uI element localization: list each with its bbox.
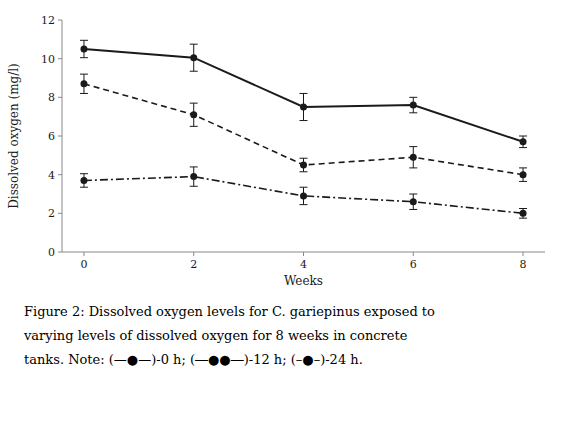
x-tick-label: 0 xyxy=(80,258,87,271)
y-tick-label: 12 xyxy=(41,14,55,27)
caption-line: varying levels of dissolved oxygen for 8… xyxy=(23,328,408,343)
error-bar xyxy=(409,194,417,209)
error-bar xyxy=(190,103,198,126)
error-bar xyxy=(80,174,88,188)
error-bar xyxy=(300,158,308,172)
series-line xyxy=(84,84,523,175)
point xyxy=(520,138,527,145)
point xyxy=(300,162,307,169)
y-tick xyxy=(58,174,62,175)
x-tick xyxy=(413,252,414,256)
y-tick xyxy=(58,136,62,137)
error-bar xyxy=(80,74,88,93)
plot-area xyxy=(80,40,527,218)
error-bar xyxy=(190,167,198,186)
x-tick xyxy=(83,252,84,256)
x-tick xyxy=(193,252,194,256)
x-tick-label: 4 xyxy=(300,258,307,271)
error-bar xyxy=(300,93,308,120)
point xyxy=(80,177,87,184)
error-bar xyxy=(519,136,527,148)
point xyxy=(520,171,527,178)
point xyxy=(80,80,87,87)
chart: 0 2 4 6 8 0 2 4 6 8 10 12 Weeks Dissolved oxygen (mg/… xyxy=(0,0,563,423)
point xyxy=(520,210,527,217)
point xyxy=(410,198,417,205)
x-tick-label: 8 xyxy=(520,258,527,271)
y-tick xyxy=(58,213,62,214)
x-tick-label: 6 xyxy=(410,258,417,271)
error-bar xyxy=(300,187,308,204)
point xyxy=(300,192,307,199)
y-tick-label: 4 xyxy=(48,169,55,182)
x-tick-label: 2 xyxy=(190,258,197,271)
error-bar xyxy=(409,147,417,168)
y-tick-label: 6 xyxy=(48,130,55,143)
point xyxy=(410,102,417,109)
y-tick xyxy=(58,97,62,98)
y-tick-label: 2 xyxy=(48,207,55,220)
x-tick xyxy=(523,252,524,256)
point xyxy=(300,104,307,111)
y-tick xyxy=(58,252,62,253)
series-line xyxy=(84,49,523,142)
y-tick xyxy=(58,20,62,21)
point xyxy=(190,111,197,118)
point xyxy=(80,46,87,53)
caption-line: Figure 2: Dissolved oxygen levels for C.… xyxy=(24,304,435,319)
error-bar xyxy=(409,97,417,112)
error-bar xyxy=(519,209,527,219)
x-tick xyxy=(303,252,304,256)
y-axis-label: Dissolved oxygen (mg/l) xyxy=(7,63,21,209)
y-tick-label: 10 xyxy=(41,53,55,66)
error-bar xyxy=(519,168,527,182)
x-axis-label: Weeks xyxy=(284,274,323,288)
point xyxy=(190,54,197,61)
y-tick-label: 0 xyxy=(48,246,55,259)
y-tick xyxy=(58,58,62,59)
point xyxy=(190,173,197,180)
y-tick-label: 8 xyxy=(48,91,55,104)
point xyxy=(410,154,417,161)
caption-line: tanks. Note: (—●—)‑0 h; (―●●―)‑12 h; (–●… xyxy=(24,352,363,367)
error-bar xyxy=(80,40,88,57)
error-bar xyxy=(190,44,198,71)
series-line xyxy=(84,177,523,214)
